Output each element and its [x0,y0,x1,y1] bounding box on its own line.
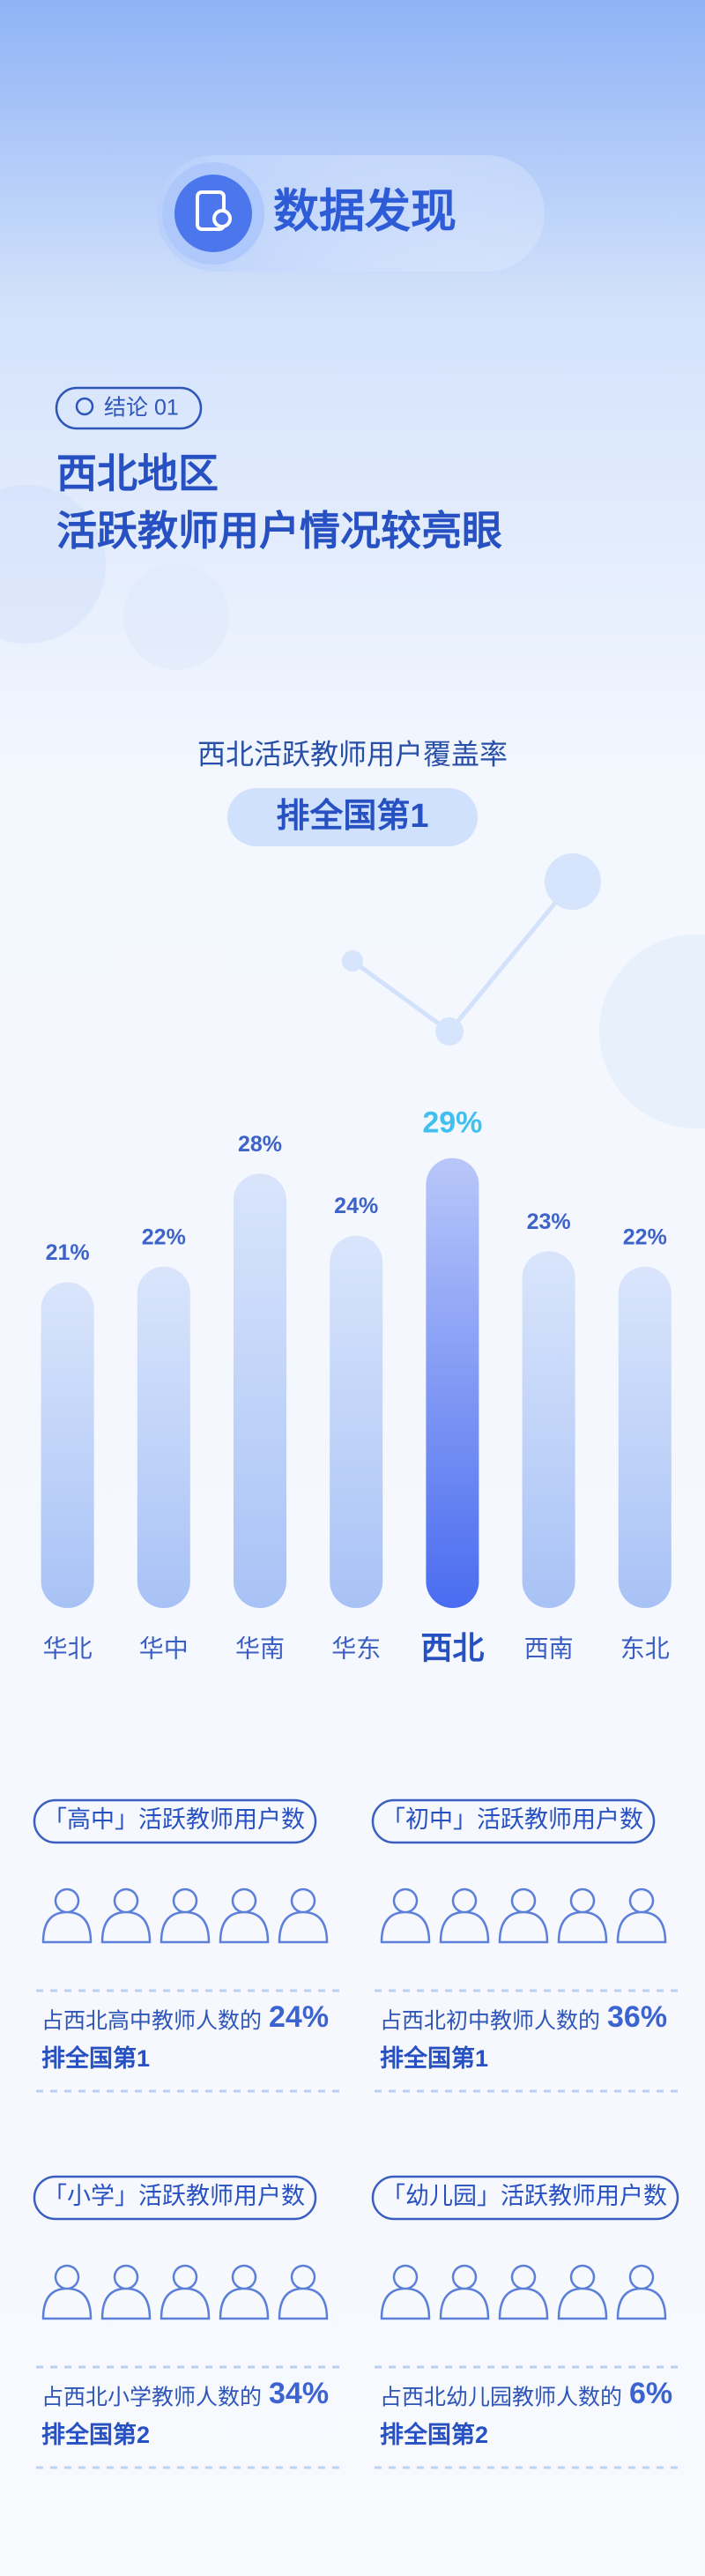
panel-title-box [33,1798,317,1844]
bar [234,1173,286,1608]
bar [426,1158,479,1608]
conclusion-heading: 西北地区 [56,450,219,496]
header-icon-lens [212,209,232,228]
conclusion-tag: 结论 01 [104,396,179,421]
value-label: 28% [238,1132,282,1157]
panel-rank: 排全国第1 [380,2044,488,2072]
category-label: 华南 [235,1634,285,1662]
chart-subtitle: 排全国第1 [276,797,428,835]
bar [137,1266,190,1608]
value-label: 24% [334,1194,378,1218]
category-label: 华东 [331,1634,381,1662]
category-label: 西北 [420,1630,484,1666]
panel-title: 「初中」活跃教师用户数 [382,1806,643,1833]
panel-value: 6% [629,2377,672,2410]
panel-rank: 排全国第2 [41,2421,150,2448]
panel-rank: 排全国第1 [41,2044,150,2072]
panel-rank: 排全国第2 [380,2421,488,2448]
chart-title: 西北活跃教师用户覆盖率 [197,738,508,770]
panel-title-box [371,2175,679,2221]
value-label: 21% [46,1240,90,1265]
decor [351,958,451,1034]
bar [41,1282,94,1608]
panel-title-box [33,2175,317,2221]
panel-value: 24% [269,2000,329,2034]
panel-text: 占西北高中教师人数的 [41,2009,262,2034]
panel-text: 占西北幼儿园教师人数的 [380,2386,622,2410]
decor [448,880,575,1033]
decor [435,1017,464,1046]
value-label: 22% [623,1225,667,1249]
panel-text: 占西北小学教师人数的 [41,2386,262,2410]
panel-value: 34% [269,2377,329,2410]
value-label: 22% [142,1225,186,1249]
panel-title-box [371,1798,656,1844]
panel-title: 「高中」活跃教师用户数 [43,1806,305,1833]
panel-title: 「小学」活跃教师用户数 [43,2183,305,2209]
decor [123,564,229,670]
bar [618,1266,672,1608]
tag-icon [75,397,94,416]
value-label: 29% [422,1106,482,1140]
panel-value: 36% [607,2000,667,2034]
decor [342,950,363,972]
category-label: 西南 [524,1634,574,1662]
category-label: 东北 [620,1634,670,1662]
decor [599,934,705,1128]
decor [545,853,601,910]
panel-text: 占西北初中教师人数的 [380,2009,600,2034]
bar [330,1235,383,1608]
category-label: 华中 [139,1634,189,1662]
header-icon [174,175,252,252]
value-label: 23% [527,1210,571,1234]
conclusion-heading: 活跃教师用户情况较亮眼 [56,508,502,554]
category-label: 华北 [43,1634,93,1662]
tag-box [55,386,203,430]
chart-subtitle-pill [227,788,478,846]
bar [522,1251,575,1608]
decor [0,485,106,644]
header-title: 数据发现 [273,187,456,238]
panel-title: 「幼儿园」活跃教师用户数 [382,2183,667,2209]
bar-chart: 21% 华北 22% 华中 28% 华南 24% 华东 29% 西北 23% 西南 22% 东北 [41,1106,672,1666]
